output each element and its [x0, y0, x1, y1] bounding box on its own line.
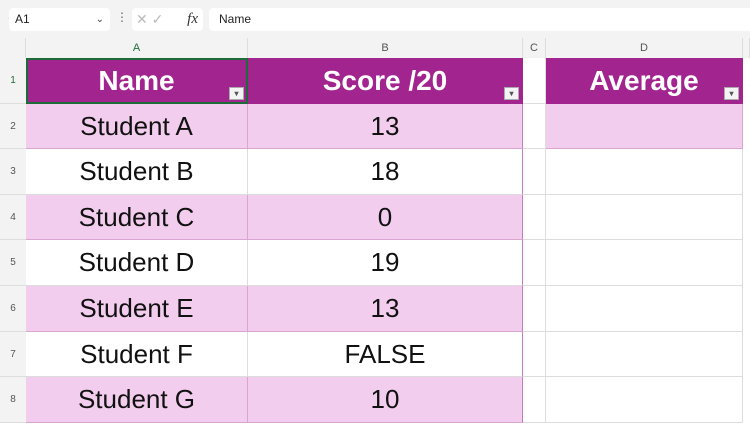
formula-bar: A1 ⌄ ⋮ ✕ ✓ fx Name — [0, 0, 750, 38]
cell-c1[interactable] — [523, 58, 546, 104]
cell-c8[interactable] — [523, 377, 546, 423]
cell-b5[interactable]: 19 — [248, 240, 523, 286]
cell-b4[interactable]: 0 — [248, 194, 523, 241]
cell-b7[interactable]: FALSE — [248, 331, 523, 378]
cell-b8[interactable]: 10 — [248, 377, 523, 423]
cancel-icon[interactable]: ✕ — [136, 11, 148, 27]
formula-input[interactable]: Name — [209, 8, 750, 31]
insert-function-icon[interactable]: fx — [187, 11, 198, 27]
cell-a5[interactable]: Student D — [26, 240, 248, 286]
row-header[interactable]: 7 — [0, 331, 26, 378]
cell-a3[interactable]: Student B — [26, 149, 248, 195]
filter-dropdown-icon[interactable]: ▾ — [724, 86, 739, 100]
cell-b3[interactable]: 18 — [248, 149, 523, 195]
cell-a7[interactable]: Student F — [26, 331, 248, 378]
column-header-e[interactable] — [743, 38, 750, 58]
cell-a4[interactable]: Student C — [26, 194, 248, 241]
filter-dropdown-icon[interactable]: ▾ — [504, 86, 519, 100]
select-all-corner[interactable] — [0, 38, 26, 58]
column-header-a[interactable]: A — [26, 38, 248, 58]
column-header-d[interactable]: D — [546, 38, 743, 58]
chevron-down-icon[interactable]: ⌄ — [95, 14, 104, 25]
column-header-c[interactable]: C — [523, 38, 546, 58]
row-header[interactable]: 4 — [0, 194, 26, 241]
cell-d2[interactable] — [546, 103, 743, 150]
cell-d1[interactable]: Average ▾ — [546, 58, 743, 104]
filter-dropdown-icon[interactable]: ▾ — [229, 86, 244, 100]
row-header[interactable]: 5 — [0, 240, 26, 286]
cell-d6[interactable] — [546, 286, 743, 332]
more-icon[interactable]: ⋮ — [116, 10, 128, 24]
cell-b2[interactable]: 13 — [248, 103, 523, 150]
enter-icon[interactable]: ✓ — [151, 11, 164, 27]
cell-c3[interactable] — [523, 149, 546, 195]
cell-d3[interactable] — [546, 149, 743, 195]
formula-buttons: ✕ ✓ fx — [132, 8, 203, 31]
name-box[interactable]: A1 ⌄ — [9, 8, 110, 31]
row-header[interactable]: 2 — [0, 103, 26, 150]
row-header[interactable]: 1 — [0, 58, 26, 104]
cell-a1[interactable]: Name ▾ — [26, 58, 248, 104]
row-header[interactable]: 6 — [0, 286, 26, 332]
row-header[interactable]: 3 — [0, 149, 26, 195]
cell-a6[interactable]: Student E — [26, 286, 248, 332]
cell-b6[interactable]: 13 — [248, 286, 523, 332]
cell-d5[interactable] — [546, 240, 743, 286]
name-box-value: A1 — [15, 12, 30, 26]
cell-d8[interactable] — [546, 377, 743, 423]
cell-d7[interactable] — [546, 331, 743, 378]
cell-c6[interactable] — [523, 286, 546, 332]
cell-a8[interactable]: Student G — [26, 377, 248, 423]
cell-a2[interactable]: Student A — [26, 103, 248, 150]
row-header[interactable]: 8 — [0, 377, 26, 423]
cell-c4[interactable] — [523, 194, 546, 241]
cell-c5[interactable] — [523, 240, 546, 286]
column-header-b[interactable]: B — [248, 38, 523, 58]
cell-d4[interactable] — [546, 194, 743, 241]
cell-b1[interactable]: Score /20 ▾ — [248, 58, 523, 104]
cell-c7[interactable] — [523, 331, 546, 378]
cell-c2[interactable] — [523, 103, 546, 150]
